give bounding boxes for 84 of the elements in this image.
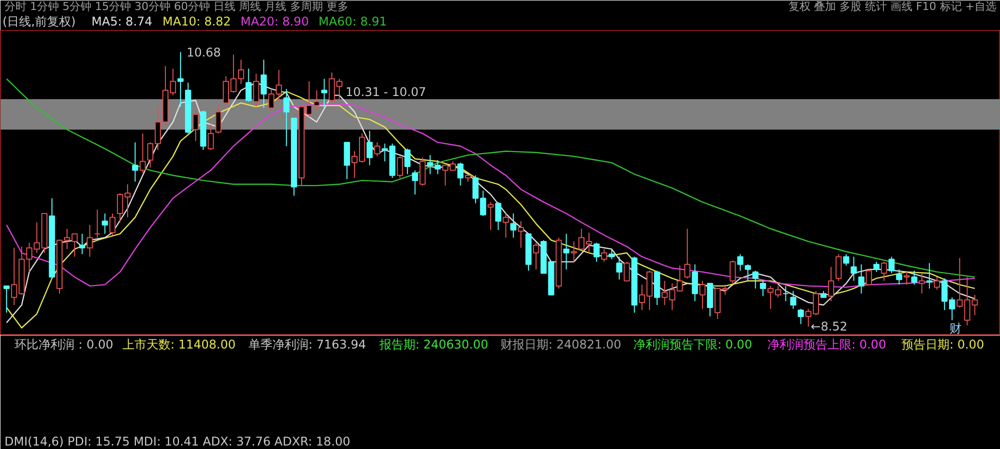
candlestick xyxy=(404,148,411,175)
candlestick xyxy=(692,264,698,302)
candlestick xyxy=(374,142,380,157)
candlestick xyxy=(246,68,252,102)
text: MA60: 8.91 xyxy=(318,14,387,28)
chart-title: (日线,前复权) xyxy=(2,14,76,28)
candlestick xyxy=(616,256,622,280)
candlestick xyxy=(858,264,864,294)
candlestick xyxy=(79,233,86,255)
candlestick xyxy=(744,264,751,282)
candlestick xyxy=(260,59,267,109)
candlestick xyxy=(843,254,850,266)
candlestick xyxy=(828,266,834,302)
candlestick xyxy=(192,106,199,142)
candlestick xyxy=(420,157,426,186)
candlestick xyxy=(283,88,290,147)
candlestick xyxy=(926,262,932,289)
candlestick xyxy=(396,156,403,178)
candlestick xyxy=(132,142,138,182)
candlestick xyxy=(896,268,902,286)
candlestick xyxy=(866,268,872,286)
candlestick xyxy=(488,202,494,231)
candlestick xyxy=(177,52,184,108)
candlestick xyxy=(215,104,222,134)
candlestick xyxy=(570,240,577,262)
text: 财报日期: 240821.00 xyxy=(500,338,622,352)
text: 报告期: 240630.00 xyxy=(378,338,488,352)
candlestick xyxy=(904,271,910,286)
candlestick xyxy=(790,290,796,310)
candlestick xyxy=(850,256,857,282)
candlestick xyxy=(760,280,766,297)
text: 净利润预告上限: 0.00 xyxy=(768,338,886,352)
text: 分时 1分钟 5分钟 15分钟 30分钟 60分钟 日线 周线 月线 多周期 更多 xyxy=(4,0,348,13)
candlestick xyxy=(532,242,540,270)
text: DMI(14,6) PDI: 15.75 MDI: 10.41 ADX: 37.76 ADXR: 18.00 xyxy=(4,434,350,448)
candlestick xyxy=(208,124,214,150)
candlestick xyxy=(510,213,516,238)
candlestick xyxy=(684,228,690,279)
candlestick xyxy=(911,270,918,286)
annotation: 10.68 xyxy=(186,46,221,60)
candlestick xyxy=(253,73,260,108)
candlestick xyxy=(563,233,570,270)
candlestick xyxy=(457,162,464,186)
text: MA5: 8.74 xyxy=(92,14,152,28)
candlestick xyxy=(798,308,804,325)
candlestick xyxy=(934,276,940,290)
candlestick xyxy=(873,261,880,272)
candlestick xyxy=(94,209,100,238)
candlestick xyxy=(782,285,789,302)
text: 环比净利润：0.00 xyxy=(14,338,114,352)
candlestick xyxy=(918,272,925,294)
candlestick xyxy=(495,202,502,231)
text: MA20: 8.90 xyxy=(240,14,309,28)
candlestick xyxy=(608,248,615,260)
candlestick xyxy=(836,254,842,282)
text: 净利润预告下限: 0.00 xyxy=(634,338,752,352)
candlestick xyxy=(502,213,509,238)
text: 上市天数: 11408.00 xyxy=(122,338,236,352)
candlestick xyxy=(737,254,744,272)
candlestick xyxy=(601,248,608,262)
candlestick xyxy=(593,242,600,262)
candlestick xyxy=(140,132,146,174)
annotation: ←8.52 xyxy=(810,320,848,334)
candlestick xyxy=(888,256,895,274)
text: 预告日期: 0.00 xyxy=(902,338,984,352)
annotation: 财 xyxy=(950,322,962,336)
text: 单季净利润: 7163.94 xyxy=(248,338,366,352)
candlestick xyxy=(880,261,888,282)
candlestick xyxy=(699,280,706,310)
candlestick xyxy=(518,220,524,248)
candlestick xyxy=(3,285,10,314)
band-label: 10.31 - 10.07 xyxy=(346,85,426,100)
text: MA10: 8.82 xyxy=(162,14,231,28)
candlestick xyxy=(86,224,93,258)
candlestick xyxy=(102,213,108,234)
candlestick xyxy=(321,78,328,109)
text: 复权 叠加 多股 统计 画线 F10 标记 +自选 xyxy=(788,0,997,13)
candlestick xyxy=(109,213,116,236)
candlestick xyxy=(624,261,630,282)
candlestick xyxy=(366,130,373,166)
candlestick xyxy=(752,270,758,289)
candlestick xyxy=(412,170,418,195)
candlestick xyxy=(344,142,350,180)
candlestick xyxy=(730,260,736,284)
